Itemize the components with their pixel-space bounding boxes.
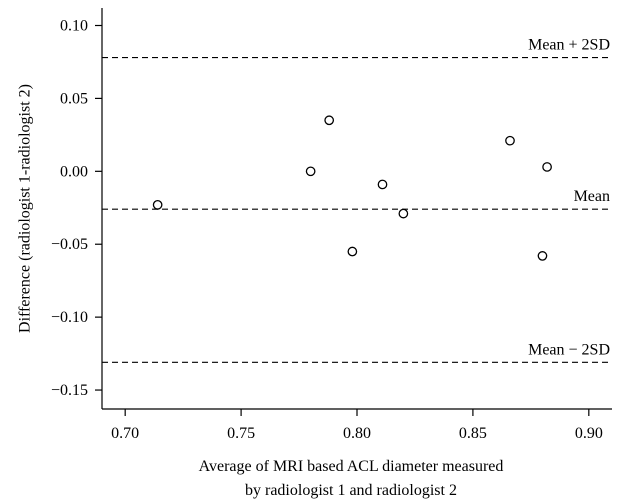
data-point xyxy=(505,135,515,146)
y-axis-ticks: 0.10 0.05 0.00 −0.05 −0.10 −0.15 xyxy=(51,17,102,399)
data-point xyxy=(347,246,358,257)
data-point xyxy=(152,200,163,210)
y-tick-label: 0.05 xyxy=(60,90,88,107)
data-point xyxy=(305,166,316,177)
data-point xyxy=(542,162,552,172)
reference-lines: Mean + 2SD Mean Mean − 2SD xyxy=(102,37,612,363)
y-tick-label: −0.10 xyxy=(51,309,88,326)
y-tick-label: −0.05 xyxy=(51,236,88,253)
y-tick-label: −0.15 xyxy=(51,382,88,399)
data-points xyxy=(152,115,552,261)
x-tick-label: 0.85 xyxy=(459,425,487,442)
x-axis-title-line-1: Average of MRI based ACL diameter measur… xyxy=(199,458,504,475)
reference-line-label: Mean xyxy=(574,188,610,205)
reference-line-label: Mean − 2SD xyxy=(528,341,610,358)
x-tick-label: 0.70 xyxy=(111,425,139,442)
data-point xyxy=(398,208,409,219)
reference-line-label: Mean + 2SD xyxy=(528,37,610,54)
x-axis-ticks: 0.70 0.75 0.80 0.85 0.90 xyxy=(111,409,603,442)
y-tick-label: 0.00 xyxy=(60,163,88,180)
x-tick-label: 0.90 xyxy=(575,425,603,442)
x-tick-label: 0.80 xyxy=(343,425,371,442)
x-tick-label: 0.75 xyxy=(227,425,255,442)
y-axis-title: Difference (radiologist 1-radiologist 2) xyxy=(17,84,34,333)
data-point xyxy=(324,115,335,126)
x-axis-title-line-2: by radiologist 1 and radiologist 2 xyxy=(245,482,457,499)
data-point xyxy=(537,251,548,261)
y-tick-label: 0.10 xyxy=(60,17,88,34)
data-point xyxy=(377,179,388,190)
